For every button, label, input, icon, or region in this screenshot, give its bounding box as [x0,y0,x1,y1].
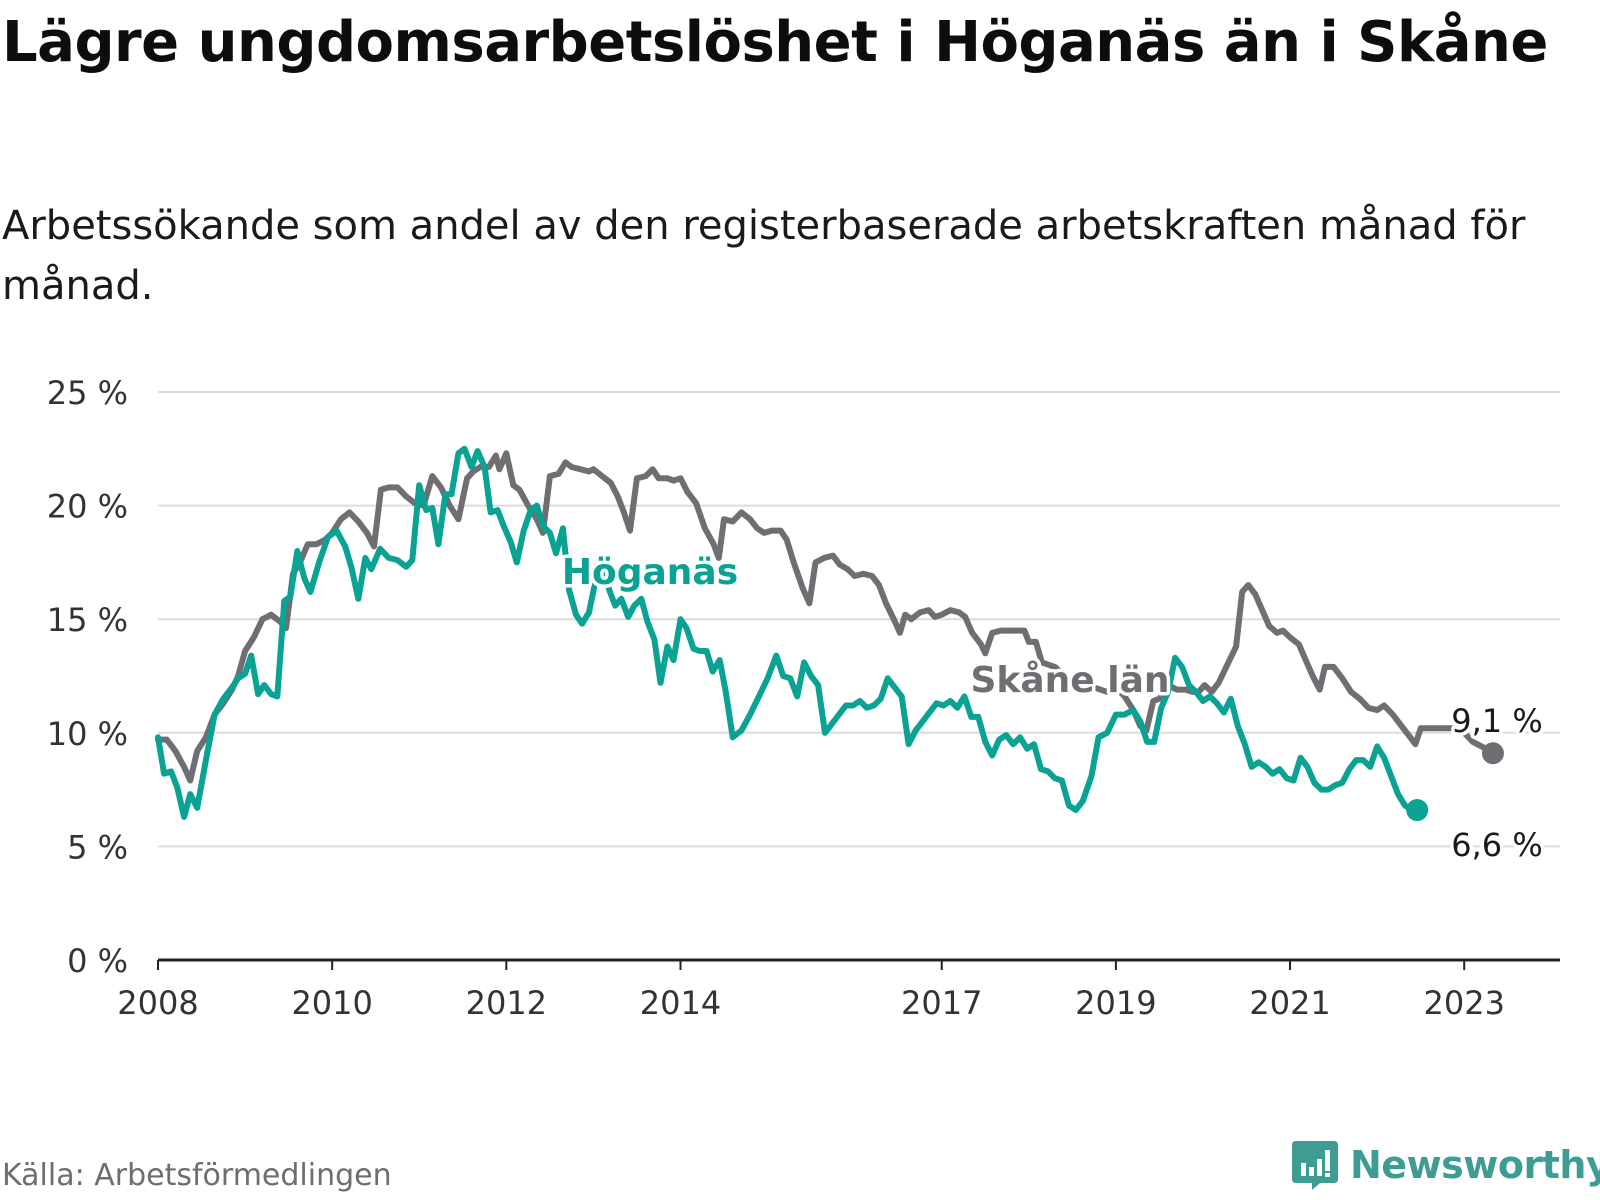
x-tick-label: 2021 [1249,984,1330,1022]
hoganas-end-marker [1406,799,1429,822]
y-tick-label: 5 % [67,828,128,866]
y-tick-label: 15 % [47,601,128,639]
chart-title: Lägre ungdomsarbetslöshet i Höganäs än i… [2,10,1548,75]
brand-logo: Newsworthy [1290,1140,1600,1190]
y-tick-label: 10 % [47,715,128,753]
y-tick-label: 25 % [47,374,128,412]
y-axis-tick-labels: 0 % 5 % 10 % 15 % 20 % 25 % [47,374,128,980]
chart-subtitle: Arbetssökande som andel av den registerb… [2,203,1526,309]
x-tick-label: 2008 [117,984,198,1022]
hoganas-series-label: Höganäs [562,552,738,593]
skane-line [155,450,1496,784]
y-tick-label: 20 % [47,488,128,526]
gridlines [158,391,1560,848]
x-tick-label: 2023 [1423,984,1504,1022]
source-note: Källa: Arbetsförmedlingen [2,1158,392,1193]
x-axis: 2008 2010 2012 2014 2017 2019 2021 2023 [117,958,1560,1022]
x-tick-label: 2019 [1075,984,1156,1022]
newsworthy-logo-icon [1292,1141,1338,1190]
x-tick-label: 2012 [466,984,547,1022]
x-tick-label: 2014 [640,984,721,1022]
x-tick-label: 2010 [291,984,372,1022]
series-labels: Höganäs Skåne län 9,1 % 6,6 % [558,549,1546,868]
skane-series-label: Skåne län [970,660,1169,701]
skane-end-value-label: 9,1 % [1451,702,1542,740]
y-tick-label: 0 % [67,942,128,980]
x-tick-label: 2017 [901,984,982,1022]
skane-end-marker [1481,742,1504,765]
brand-name: Newsworthy [1350,1143,1600,1187]
line-chart: 0 %5 %10 %15 %20 %25 % 2008 2010 2012 2014 2… [47,374,1560,1022]
hoganas-end-value-label: 6,6 % [1451,826,1542,864]
hoganas-line [155,445,1421,820]
series-lines [155,445,1504,822]
